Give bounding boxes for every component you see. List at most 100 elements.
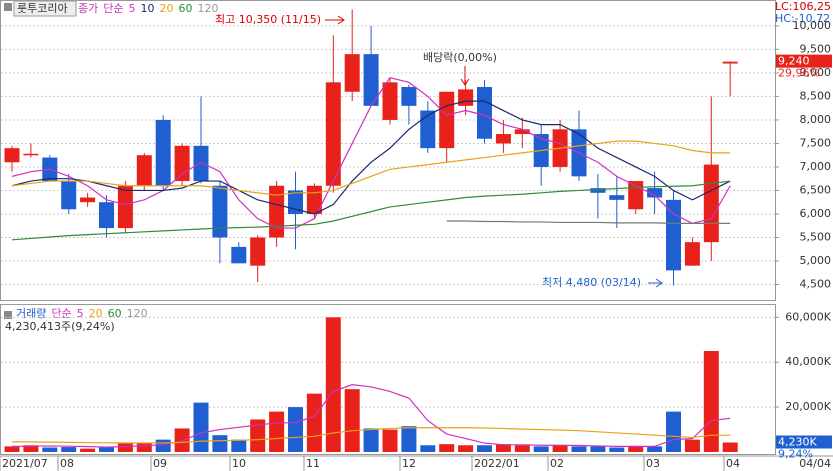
ma-line [11,100,731,215]
annotation-dividend: 배당락(0,00%) [423,51,497,64]
candle-body [401,87,417,106]
volume-bar [80,448,96,452]
volume-bar [61,447,77,452]
price-panel [0,0,776,301]
volume-bar [590,446,606,452]
hc: HC:-10,72 [775,12,830,25]
annotation-low: 최저 4,480 (03/14) [542,276,641,289]
volume-bar [477,445,492,452]
y-tick-label: 10,000 [793,19,832,32]
ma-line [446,220,731,224]
legend-item: 5 [129,2,136,15]
volume-bar [533,446,549,452]
candle-body [344,54,360,92]
last-value: 9,240 [778,55,810,68]
candle-body [325,82,341,186]
candle-body [250,237,266,266]
candle-body [61,181,77,210]
legend-item: 20 [89,307,103,320]
volume-bar [609,447,625,452]
volume-bar [401,426,417,452]
legend-item: 60 [179,2,193,15]
candle-body [420,110,436,149]
volume-bar [212,435,228,452]
arrow [325,15,345,25]
legend-item: 5 [77,307,84,320]
volume-bar [628,446,644,452]
volume-bar [288,407,303,452]
volume-bar [99,447,114,452]
legend-item: 20 [160,2,174,15]
change: 9,24% [778,448,813,461]
y-tick-label: 5,000 [800,254,832,267]
candle-body [514,129,530,135]
candle-body [117,185,133,229]
volume-bar [306,393,322,452]
last-value-box [776,54,832,68]
legend-item: 단순 [103,2,123,15]
volume-bar [269,411,285,452]
date-label: 08 [60,457,74,470]
ma-line [12,427,731,444]
candle-body [155,119,171,186]
ma-line [11,140,731,196]
volume-bar [231,439,247,452]
y-tick-label: 20,000K [785,400,831,413]
y-tick-label: 8,000 [800,113,832,126]
volume-bar [325,317,341,452]
name-box [13,0,77,17]
last-value-box [776,435,832,449]
volume-bar [666,411,681,452]
y-tick-label: 60,000K [785,310,831,323]
y-tick-label: 9,000 [800,66,832,79]
candle-body [722,61,738,64]
date-label: 11 [306,457,320,470]
last-value: 4,230K [778,436,817,449]
candle-body [458,89,474,106]
candle-body [136,155,152,186]
candle-body [363,54,379,106]
volume-bar [514,445,530,452]
volume-bar [703,351,719,452]
volume-bar [344,389,360,452]
candle-body [647,188,663,198]
volume-panel [0,304,776,455]
date-label: 02 [550,457,564,470]
volume-bar [684,439,700,452]
y-tick-label: 6,500 [800,183,832,196]
date-label: 12 [402,457,416,470]
candle-body [80,197,96,203]
legend-item: 10 [141,2,155,15]
candle-body [684,242,700,266]
legend-item: 종가 [78,2,98,15]
y-tick-label: 8,500 [800,89,832,102]
volume-bar [382,429,398,452]
candle-body [666,199,681,271]
candle-body [269,185,285,238]
date-label: 04 [726,457,740,470]
icon [4,311,12,319]
candle-body [439,91,455,149]
candle-body [609,195,625,200]
date-label: 2022/01 [474,457,520,470]
candle-body [306,185,322,214]
volume-bar [439,444,455,452]
candle-body [382,82,398,120]
ma-line [11,76,731,229]
date-label: 03 [646,457,660,470]
date-label: 2021/07 [2,457,48,470]
candle-body [703,164,719,243]
y-tick-label: 40,000K [785,355,831,368]
candle-body [477,87,492,139]
volume-bar [136,443,152,452]
volume-bar [552,445,568,452]
stock-name: 룻투코리아 [17,2,68,15]
candle-body [495,134,511,144]
ma-line [11,180,731,241]
legend-item: 120 [198,2,219,15]
candle-body [4,148,20,163]
y-tick-label: 6,000 [800,207,832,220]
volume-bar [420,445,436,452]
y-tick-label: 4,500 [800,277,832,290]
date-label: 09 [153,457,167,470]
